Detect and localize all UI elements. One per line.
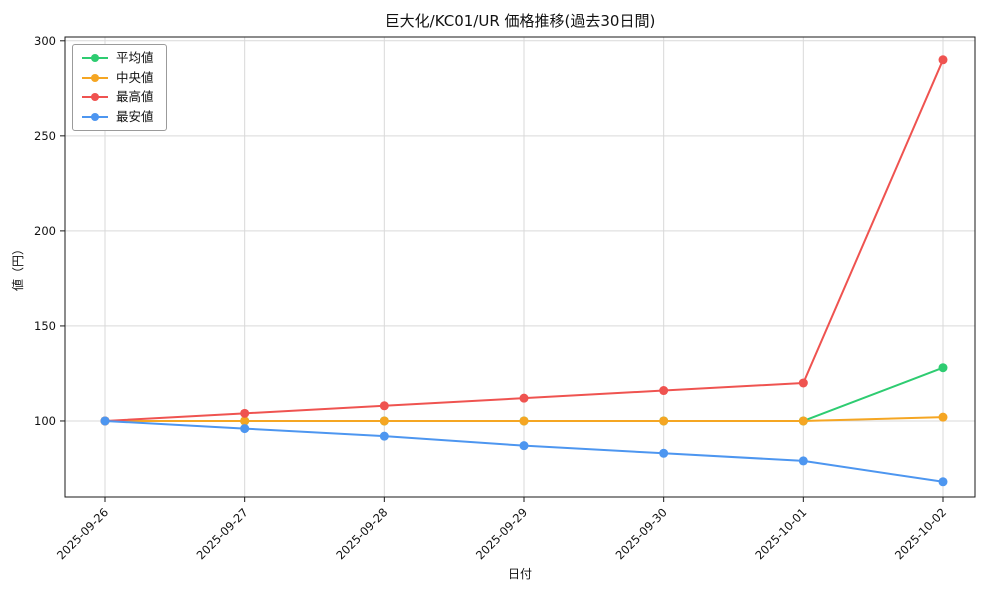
data-point <box>798 416 808 426</box>
y-tick-label: 150 <box>34 319 56 333</box>
legend-item-1: 中央値 <box>82 69 154 85</box>
x-tick-label: 2025-10-02 <box>892 505 949 562</box>
data-point <box>938 477 948 487</box>
legend-marker-icon <box>82 112 108 122</box>
x-tick-label: 2025-09-26 <box>54 505 111 562</box>
y-tick-label: 250 <box>34 129 56 143</box>
data-point <box>379 416 389 426</box>
x-tick-label: 2025-09-27 <box>194 505 251 562</box>
y-axis-label: 値（円） <box>10 243 25 291</box>
series-layer <box>100 55 948 487</box>
grid-layer <box>65 37 975 497</box>
y-tick-label: 200 <box>34 224 56 238</box>
legend-item-0: 平均値 <box>82 50 154 65</box>
data-point <box>519 416 529 426</box>
legend-label: 最安値 <box>116 108 154 124</box>
y-tick-label: 300 <box>34 34 56 48</box>
legend-label: 最高値 <box>116 89 154 104</box>
data-point <box>938 363 948 373</box>
data-point <box>659 416 669 426</box>
data-point <box>938 412 948 422</box>
x-tick-label: 2025-09-30 <box>613 505 670 562</box>
x-axis-label: 日付 <box>508 567 532 581</box>
data-point <box>379 431 389 441</box>
y-tick-label: 100 <box>34 414 56 428</box>
data-point <box>938 55 948 65</box>
legend-marker-icon <box>82 92 108 102</box>
legend: 平均値中央値最高値最安値 <box>72 44 167 131</box>
legend-label: 中央値 <box>116 69 154 85</box>
legend-marker-icon <box>82 73 108 83</box>
x-tick-label: 2025-10-01 <box>752 505 809 562</box>
x-tick-label: 2025-09-29 <box>473 505 530 562</box>
legend-item-3: 最安値 <box>82 108 154 124</box>
data-point <box>659 386 669 396</box>
data-point <box>798 378 808 388</box>
data-point <box>798 456 808 466</box>
data-point <box>659 448 669 458</box>
data-point <box>519 441 529 451</box>
x-tick-label: 2025-09-28 <box>333 505 390 562</box>
legend-marker-icon <box>82 53 108 63</box>
data-point <box>240 424 250 434</box>
data-point <box>379 401 389 411</box>
data-point <box>100 416 110 426</box>
data-point <box>519 393 529 403</box>
plot-border <box>64 36 976 498</box>
data-point <box>240 416 250 426</box>
chart-title: 巨大化/KC01/UR 価格推移(過去30日間) <box>385 12 656 30</box>
axes-layer: 100 150 200 250 300 2025-09-26 2025-09-27 2025-… <box>34 34 976 562</box>
data-point <box>240 408 250 418</box>
legend-label: 平均値 <box>116 50 154 65</box>
legend-item-2: 最高値 <box>82 89 154 104</box>
